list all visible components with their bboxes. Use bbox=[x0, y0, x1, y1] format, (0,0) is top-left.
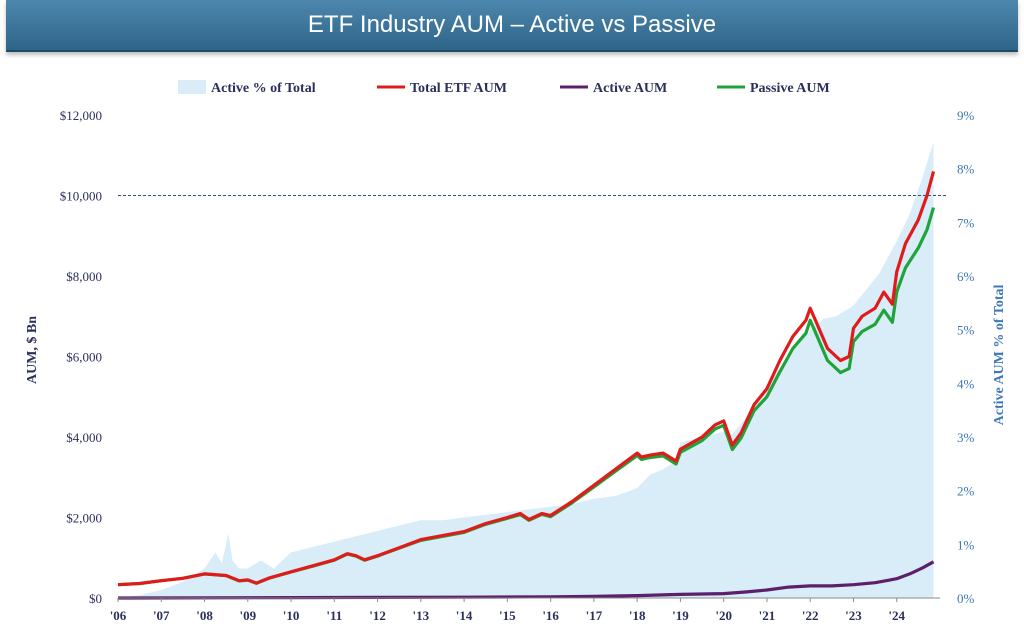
y-tick-label: $12,000 bbox=[60, 108, 102, 123]
y2-tick-label: 1% bbox=[957, 537, 975, 552]
chart-title: ETF Industry AUM – Active vs Passive bbox=[307, 11, 717, 38]
x-tick-label: '23 bbox=[845, 608, 862, 623]
y-axis-title: AUM, $ Bn bbox=[25, 316, 40, 384]
y-tick-label: $4,000 bbox=[66, 430, 102, 445]
y2-tick-label: 2% bbox=[957, 484, 975, 499]
legend-label-total-etf-aum: Total ETF AUM bbox=[410, 81, 507, 96]
x-tick-label: '21 bbox=[759, 608, 776, 623]
y-tick-label: $0 bbox=[89, 591, 102, 606]
y-tick-label: $2,000 bbox=[66, 511, 102, 526]
y2-tick-label: 6% bbox=[957, 269, 975, 284]
y2-tick-label: 0% bbox=[957, 591, 975, 606]
legend: Active % of Total Total ETF AUM Active AUM… bbox=[178, 80, 830, 96]
y-tick-label: $6,000 bbox=[66, 350, 102, 365]
x-tick-label: '15 bbox=[499, 608, 516, 623]
x-tick-label: '08 bbox=[196, 608, 213, 623]
y2-tick-label: 7% bbox=[957, 215, 975, 230]
x-tick-label: '18 bbox=[629, 608, 646, 623]
legend-label-active-of-total: Active % of Total bbox=[211, 81, 316, 96]
x-tick-label: '13 bbox=[413, 608, 430, 623]
series-line-total-etf-aum bbox=[117, 170, 936, 587]
x-tick-label: '07 bbox=[153, 608, 170, 623]
x-tick-label: '19 bbox=[672, 608, 689, 623]
x-tick-label: '06 bbox=[110, 608, 127, 623]
legend-swatch-active-of-total bbox=[178, 80, 206, 94]
legend-label-passive-aum: Passive AUM bbox=[750, 81, 830, 96]
y2-tick-label: 8% bbox=[957, 162, 975, 177]
x-tick-label: '22 bbox=[802, 608, 819, 623]
x-tick-label: '17 bbox=[586, 608, 603, 623]
plot-area bbox=[117, 141, 948, 600]
y2-tick-label: 4% bbox=[957, 376, 975, 391]
x-tick-label: '16 bbox=[542, 608, 559, 623]
series-area-active-of-total bbox=[118, 141, 934, 599]
y-tick-label: $8,000 bbox=[66, 269, 102, 284]
y-tick-label: $10,000 bbox=[60, 189, 102, 204]
legend-label-active-aum: Active AUM bbox=[593, 81, 667, 96]
x-tick-label: '09 bbox=[239, 608, 256, 623]
x-tick-label: '24 bbox=[888, 608, 905, 623]
series-line-active-aum bbox=[117, 560, 935, 600]
y2-tick-label: 9% bbox=[957, 108, 975, 123]
y2-tick-label: 3% bbox=[957, 430, 975, 445]
y2-tick-label: 5% bbox=[957, 323, 975, 338]
x-tick-label: '12 bbox=[369, 608, 386, 623]
x-tick-label: '20 bbox=[715, 608, 732, 623]
title-banner: ETF Industry AUM – Active vs Passive bbox=[6, 0, 1018, 52]
axes: $0 $2,000 $4,000 $6,000 $8,000 $10,000 $12,000… bbox=[25, 108, 1007, 623]
x-tick-label: '11 bbox=[326, 608, 342, 623]
x-tick-label: '10 bbox=[283, 608, 300, 623]
y2-axis-title: Active AUM % of Total bbox=[992, 285, 1007, 426]
x-tick-label: '14 bbox=[456, 608, 473, 623]
